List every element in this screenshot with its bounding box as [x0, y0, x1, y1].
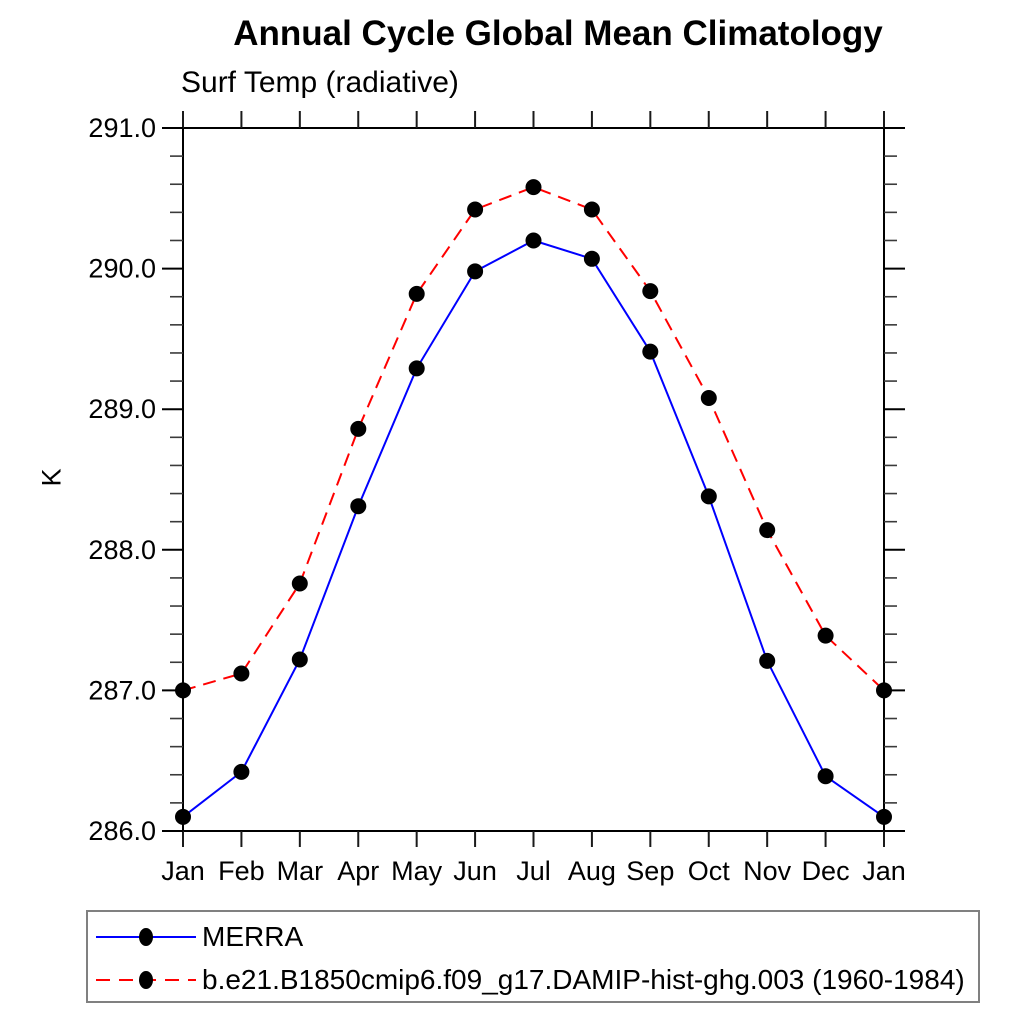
- legend-label-model: b.e21.B1850cmip6.f09_g17.DAMIP-hist-ghg.…: [202, 964, 965, 995]
- y-tick-label: 290.0: [88, 254, 156, 284]
- legend-item-model: b.e21.B1850cmip6.f09_g17.DAMIP-hist-ghg.…: [92, 964, 965, 995]
- series-marker-merra: [700, 488, 717, 505]
- series-marker-model: [233, 665, 250, 682]
- series-line-model: [182, 186, 885, 692]
- series-marker-merra: [350, 498, 367, 515]
- series-marker-merra: [408, 360, 425, 377]
- x-tick-label: May: [391, 856, 443, 886]
- x-tick-label: Apr: [337, 856, 379, 886]
- series-marker-model: [817, 627, 834, 644]
- model-line-sample: [96, 971, 196, 989]
- x-tick-label: Dec: [802, 856, 850, 886]
- legend-label-merra: MERRA: [202, 921, 304, 952]
- series-marker-model: [759, 522, 776, 539]
- series-marker-model: [642, 283, 659, 300]
- y-tick-label: 286.0: [88, 816, 156, 846]
- series-marker-model: [876, 682, 892, 699]
- x-tick-label: Feb: [218, 856, 265, 886]
- series-marker-merra: [817, 768, 834, 785]
- series-marker-model: [175, 682, 191, 699]
- series-marker-merra: [759, 652, 776, 669]
- series-marker-merra: [233, 763, 250, 780]
- series-marker-model: [291, 575, 308, 592]
- chart-subtitle: Surf Temp (radiative): [181, 66, 459, 99]
- x-tick-label: Jul: [516, 856, 551, 886]
- series-marker-model: [408, 285, 425, 302]
- series-marker-merra: [291, 651, 308, 668]
- x-tick-label: Nov: [743, 856, 792, 886]
- y-tick-label: 291.0: [88, 113, 156, 143]
- x-tick-label: Jan: [862, 856, 906, 886]
- series-marker-merra: [175, 808, 191, 825]
- series-line-merra: [182, 239, 885, 818]
- x-tick-label: Mar: [277, 856, 324, 886]
- series-marker-merra: [876, 808, 892, 825]
- x-tick-label: Jan: [161, 856, 205, 886]
- chart-title: Annual Cycle Global Mean Climatology: [233, 14, 883, 53]
- x-tick-label: Oct: [688, 856, 731, 886]
- x-tick-label: Jun: [453, 856, 497, 886]
- model-sample-marker: [139, 971, 153, 989]
- merra-sample-marker: [139, 928, 153, 946]
- y-tick-label: 289.0: [88, 394, 156, 424]
- series-marker-model: [583, 201, 600, 218]
- y-tick-label: 287.0: [88, 675, 156, 705]
- series-marker-merra: [467, 263, 484, 280]
- y-tick-label: 288.0: [88, 535, 156, 565]
- series-marker-merra: [525, 232, 542, 249]
- series-marker-model: [467, 201, 484, 218]
- legend-item-merra: MERRA: [92, 921, 304, 952]
- x-tick-label: Sep: [626, 856, 674, 886]
- series-marker-model: [700, 390, 717, 406]
- merra-line-sample: [96, 928, 196, 946]
- legend-box: MERRA b.e21.B1850cmip6.f09_g17.DAMIP-his…: [86, 910, 980, 1003]
- series-marker-model: [350, 420, 367, 437]
- series-marker-merra: [583, 250, 600, 267]
- x-tick-label: Aug: [568, 856, 616, 886]
- series-marker-model: [525, 179, 542, 196]
- series-marker-merra: [642, 343, 659, 360]
